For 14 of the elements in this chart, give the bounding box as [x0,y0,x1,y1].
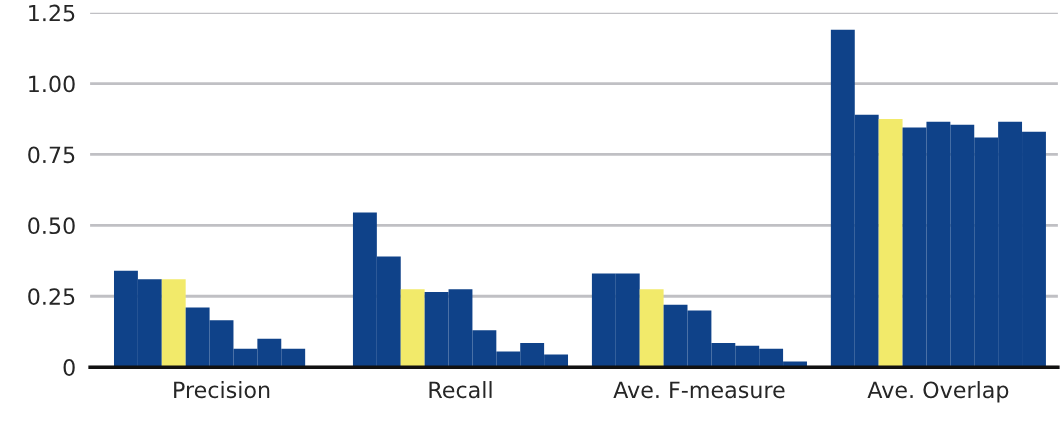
x-tick-label: Recall [429,381,492,399]
y-tick-label: 0.25 [28,288,75,305]
y-tick-label: 0.75 [28,146,75,164]
bar [878,119,903,368]
y-tick-label: 1.00 [29,75,75,93]
x-tick-label: Ave. F-measure [613,381,785,399]
y-tick-label: 0.50 [28,217,75,235]
bar [639,289,664,368]
bar [161,279,186,368]
x-tick-label: Ave. Overlap [867,381,1009,403]
x-tick-label: Precision [174,381,270,399]
y-tick-label: 1.25 [29,4,75,22]
y-tick-label: 0 [63,359,75,376]
bar [400,289,425,368]
